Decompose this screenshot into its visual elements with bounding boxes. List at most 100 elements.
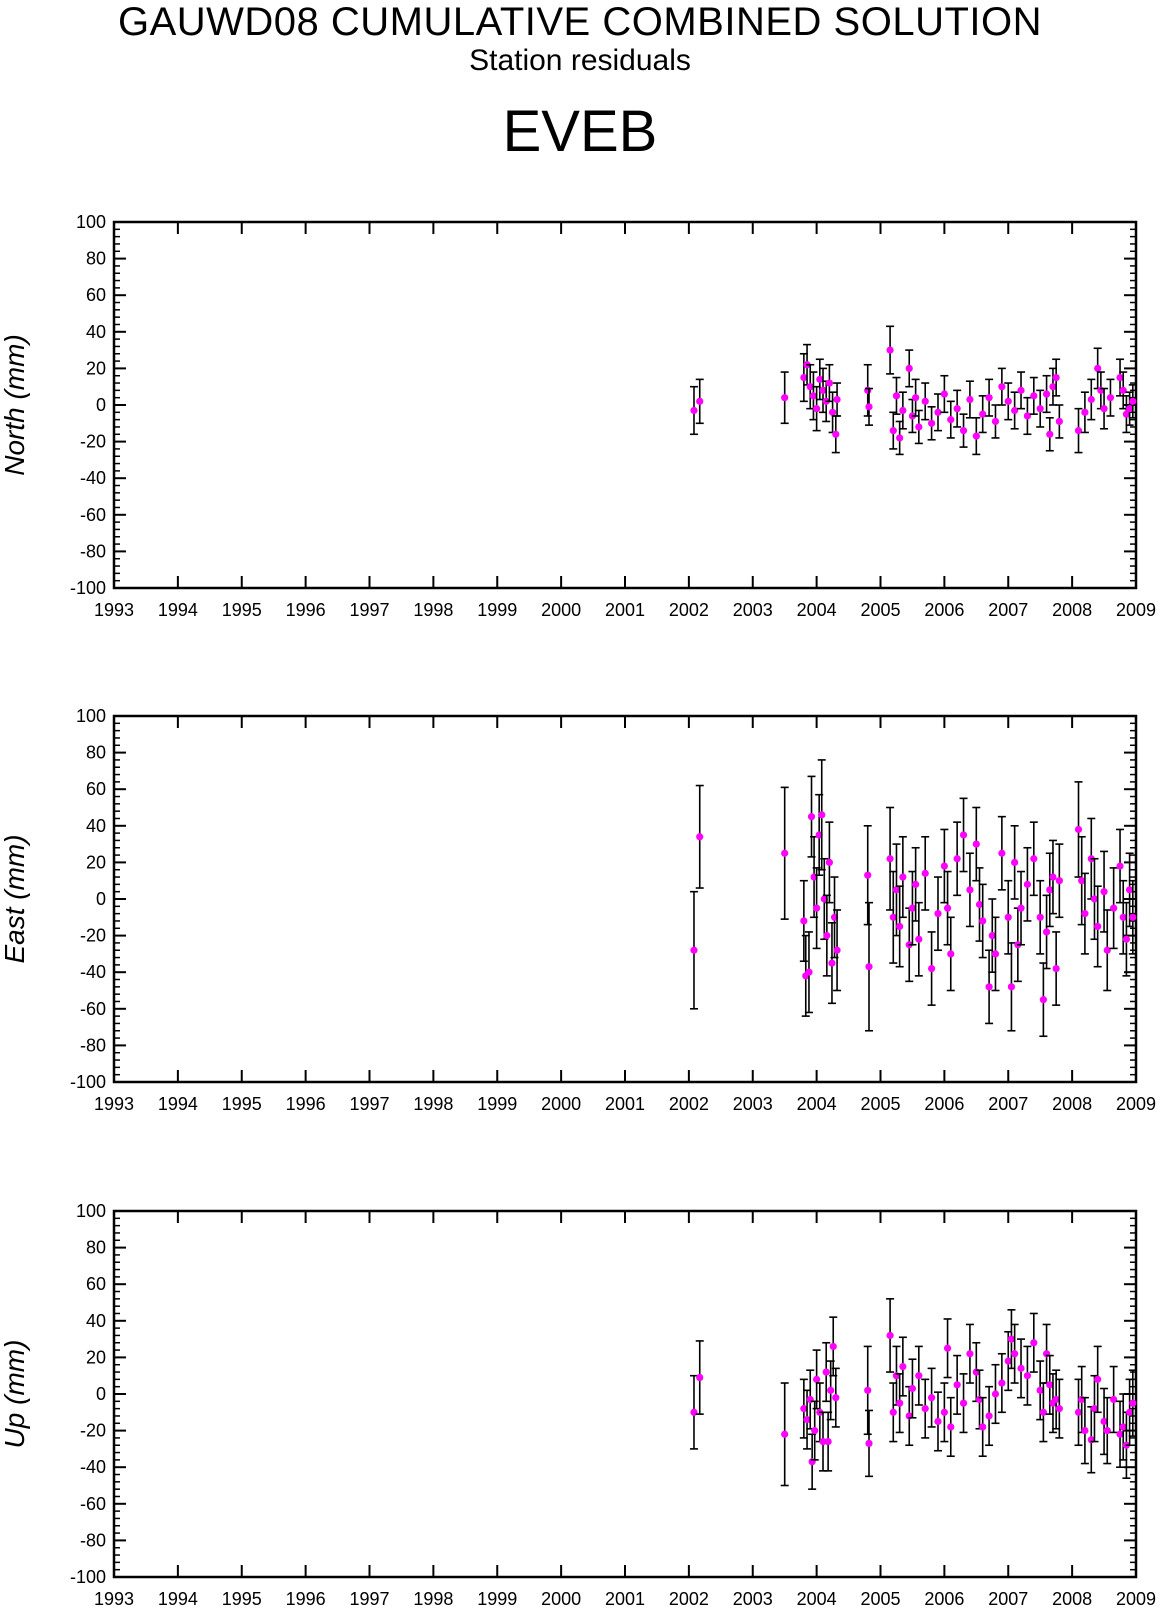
data-point xyxy=(781,849,789,857)
x-tick-label: 2005 xyxy=(860,600,900,620)
data-point xyxy=(959,831,968,839)
data-point xyxy=(1036,913,1044,921)
data-point xyxy=(985,394,993,402)
x-tick-label: 2007 xyxy=(988,1094,1028,1114)
data-point xyxy=(998,849,1006,857)
data-point xyxy=(988,932,996,940)
x-tick-label: 1998 xyxy=(413,600,453,620)
data-point xyxy=(934,1417,942,1426)
data-point xyxy=(690,946,698,954)
data-point xyxy=(1049,383,1057,391)
data-point xyxy=(1074,825,1083,834)
x-tick-label: 1997 xyxy=(349,600,389,620)
data-point xyxy=(811,1427,819,1435)
x-tick-label: 1995 xyxy=(222,1589,262,1609)
data-point xyxy=(1094,1375,1102,1383)
x-tick-label: 2009 xyxy=(1116,600,1156,620)
data-point xyxy=(943,1344,952,1352)
data-point xyxy=(1023,880,1032,888)
data-point xyxy=(1110,1395,1118,1404)
data-point xyxy=(865,1439,873,1448)
data-point xyxy=(1094,922,1102,931)
data-point xyxy=(865,963,873,971)
data-point xyxy=(979,410,987,418)
data-point xyxy=(1052,964,1060,973)
data-point xyxy=(1004,397,1012,405)
data-point xyxy=(1110,904,1118,912)
y-axis-label: North (mm) xyxy=(0,334,30,476)
data-point xyxy=(819,386,827,394)
data-point xyxy=(1011,406,1019,415)
data-point xyxy=(825,379,834,387)
y-tick-label: 40 xyxy=(86,1311,106,1331)
data-point xyxy=(959,427,968,435)
data-point xyxy=(1116,1430,1124,1438)
data-point xyxy=(1074,1408,1083,1416)
x-tick-label: 2003 xyxy=(733,600,773,620)
data-point xyxy=(943,904,952,912)
data-point xyxy=(829,1342,837,1351)
data-point xyxy=(1011,858,1019,867)
data-point xyxy=(813,405,821,413)
x-tick-label: 1996 xyxy=(286,1589,326,1609)
data-point xyxy=(934,408,942,416)
y-tick-label: 0 xyxy=(96,395,106,415)
data-point xyxy=(966,886,974,894)
data-point xyxy=(886,1331,894,1340)
x-tick-label: 1994 xyxy=(158,600,198,620)
data-point xyxy=(889,1408,897,1416)
data-point xyxy=(1046,886,1054,894)
data-point xyxy=(979,1423,987,1431)
data-point xyxy=(985,983,993,991)
x-tick-label: 2004 xyxy=(797,1589,837,1609)
data-point xyxy=(915,1372,923,1380)
data-point xyxy=(953,1381,961,1389)
data-point xyxy=(800,917,808,925)
x-tick-label: 2006 xyxy=(924,1589,964,1609)
data-point xyxy=(975,900,984,909)
x-tick-label: 1993 xyxy=(94,1094,134,1114)
data-point xyxy=(1129,1399,1137,1407)
data-point xyxy=(1078,877,1086,885)
data-point xyxy=(1081,408,1089,416)
data-point xyxy=(991,417,1000,426)
y-tick-label: -20 xyxy=(80,926,106,946)
data-point xyxy=(908,904,917,912)
data-point xyxy=(1004,1357,1012,1365)
data-point xyxy=(1103,946,1111,954)
data-point xyxy=(892,886,901,894)
data-point xyxy=(818,811,826,819)
data-point xyxy=(972,840,980,848)
x-tick-label: 1996 xyxy=(286,600,326,620)
data-point xyxy=(1030,392,1038,400)
x-tick-label: 2000 xyxy=(541,1589,581,1609)
y-tick-label: 100 xyxy=(76,706,106,726)
data-point xyxy=(940,1408,948,1416)
data-point xyxy=(1126,1408,1134,1416)
data-point xyxy=(886,855,894,863)
data-point xyxy=(800,373,808,382)
y-axis-label: Up (mm) xyxy=(0,1340,30,1449)
data-point xyxy=(947,1423,955,1431)
data-point xyxy=(959,1399,968,1407)
y-tick-label: 60 xyxy=(86,285,106,305)
data-point xyxy=(828,408,837,416)
y-tick-label: 80 xyxy=(86,249,106,269)
data-point xyxy=(696,1373,704,1382)
data-point xyxy=(1023,412,1032,420)
y-tick-label: 100 xyxy=(76,1201,106,1221)
data-point xyxy=(1081,1427,1089,1435)
y-tick-label: 20 xyxy=(86,852,106,872)
y-tick-label: 40 xyxy=(86,816,106,836)
x-tick-label: 2006 xyxy=(924,600,964,620)
data-point xyxy=(998,1379,1006,1387)
chart-title: GAUWD08 CUMULATIVE COMBINED SOLUTION xyxy=(117,0,1043,44)
data-point xyxy=(823,932,831,940)
data-point xyxy=(1116,862,1124,870)
chart-subtitle: Station residuals xyxy=(469,44,691,77)
data-point xyxy=(1007,983,1016,991)
data-point xyxy=(816,375,824,383)
data-point xyxy=(998,383,1006,391)
data-point xyxy=(1017,386,1025,394)
